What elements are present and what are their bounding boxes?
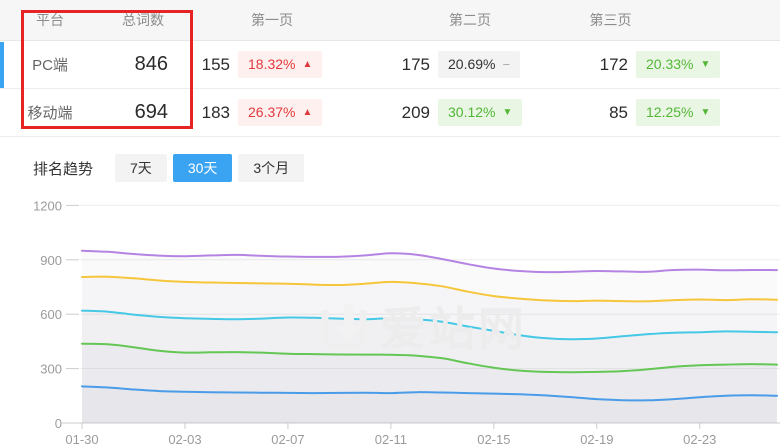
page2-count: 209 (401, 102, 430, 122)
page2-trend-badge: 30.12% ▼ (438, 99, 523, 126)
page1-count: 155 (201, 54, 230, 74)
total-words-value: 694 (134, 101, 168, 123)
svg-text:300: 300 (40, 362, 62, 377)
trend-toolbar: 排名趋势 7天 30天 3个月 (33, 154, 780, 182)
svg-text:02-11: 02-11 (375, 432, 407, 446)
trend-percent: 26.37% (248, 104, 296, 120)
trend-percent: 20.33% (646, 56, 694, 72)
keyword-stats-table: 平台 总词数 第一页 第二页 第三页 PC端 846 155 18.32% ▲ … (0, 0, 780, 137)
svg-text:02-23: 02-23 (683, 432, 716, 446)
tab-7-days[interactable]: 7天 (115, 154, 167, 182)
header-platform: 平台 (36, 12, 64, 28)
rank-trend-chart: 0 300 600 900 1200 01-30 02-03 02-07 02-11 02-15 0… (0, 195, 780, 446)
page1-cell: 155 18.32% ▲ (186, 51, 386, 78)
page1-trend-badge: 18.32% ▲ (238, 51, 323, 78)
trend-down-icon: ▼ (502, 106, 513, 118)
table-header-row: 平台 总词数 第一页 第二页 第三页 (0, 0, 780, 41)
trend-percent: 12.25% (646, 104, 694, 120)
trend-section-title: 排名趋势 (33, 160, 94, 178)
header-page-3: 第三页 (589, 12, 632, 28)
page3-cell: 85 12.25% ▼ (584, 99, 780, 126)
table-row-pc[interactable]: PC端 846 155 18.32% ▲ 175 20.69% − 172 20… (0, 41, 780, 89)
trend-percent: 30.12% (448, 104, 496, 120)
selected-row-indicator (0, 42, 4, 88)
svg-text:1200: 1200 (33, 198, 62, 213)
platform-label: PC端 (32, 57, 68, 74)
header-page-2: 第二页 (449, 12, 491, 28)
page3-count: 85 (609, 102, 628, 122)
trend-percent: 18.32% (248, 56, 296, 72)
page3-trend-badge: 20.33% ▼ (636, 51, 721, 78)
svg-text:02-15: 02-15 (477, 432, 510, 446)
trend-up-icon: ▲ (302, 58, 313, 70)
header-total-words: 总词数 (122, 12, 164, 28)
header-page-1: 第一页 (251, 12, 293, 28)
trend-down-icon: ▼ (700, 106, 711, 118)
page2-cell: 175 20.69% − (386, 51, 584, 78)
page3-cell: 172 20.33% ▼ (584, 51, 780, 78)
total-words-value: 846 (134, 53, 168, 75)
trend-up-icon: ▲ (302, 106, 313, 118)
page2-count: 175 (401, 54, 430, 74)
trend-flat-icon: − (502, 56, 511, 72)
tab-30-days[interactable]: 30天 (172, 154, 233, 182)
svg-text:02-19: 02-19 (580, 432, 613, 446)
page1-trend-badge: 26.37% ▲ (238, 99, 323, 126)
table-row-mobile[interactable]: 移动端 694 183 26.37% ▲ 209 30.12% ▼ 85 12.… (0, 89, 780, 137)
svg-text:600: 600 (40, 307, 62, 322)
trend-chart-canvas: 0 300 600 900 1200 01-30 02-03 02-07 02-11 02-15 0… (33, 198, 780, 446)
page3-trend-badge: 12.25% ▼ (636, 99, 721, 126)
svg-text:0: 0 (55, 416, 62, 431)
page3-count: 172 (599, 54, 628, 74)
svg-text:02-07: 02-07 (271, 432, 304, 446)
page2-cell: 209 30.12% ▼ (386, 99, 584, 126)
page1-cell: 183 26.37% ▲ (186, 99, 386, 126)
tab-3-months[interactable]: 3个月 (238, 154, 305, 182)
svg-text:900: 900 (40, 253, 62, 268)
page1-count: 183 (201, 102, 230, 122)
platform-label: 移动端 (27, 105, 73, 122)
svg-text:02-03: 02-03 (168, 432, 201, 446)
trend-percent: 20.69% (448, 56, 496, 72)
page2-trend-badge: 20.69% − (438, 51, 521, 78)
trend-down-icon: ▼ (700, 58, 711, 70)
svg-text:01-30: 01-30 (65, 432, 98, 446)
